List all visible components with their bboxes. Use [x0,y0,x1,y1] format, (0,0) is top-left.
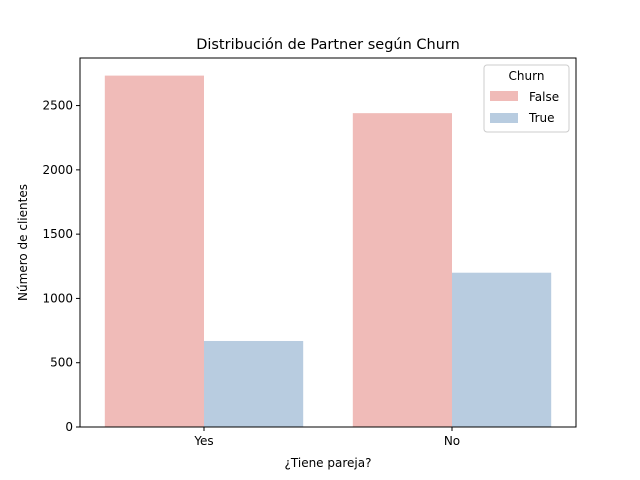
y-tick-label: 1500 [42,227,73,241]
y-tick-label: 500 [50,356,73,370]
legend-swatch-true [490,113,518,123]
bar-true-yes [204,340,304,427]
y-tick-label: 0 [65,420,73,434]
bars-layer [104,75,552,428]
x-axis-label: ¿Tiene pareja? [285,456,372,470]
legend-label-false: False [529,90,559,104]
x-tick-label: No [444,434,460,448]
legend-label-true: True [528,111,555,125]
chart-title: Distribución de Partner según Churn [196,37,460,53]
x-axis: Yes No [193,427,460,448]
y-axis: 0 500 1000 1500 2000 2500 [42,99,80,434]
bar-true-no [452,272,552,427]
legend: Churn False True [483,64,570,133]
y-tick-label: 2500 [42,99,73,113]
legend-title: Churn [509,69,545,83]
y-tick-label: 1000 [42,291,73,305]
y-axis-label: Número de clientes [16,184,30,301]
legend-swatch-false [490,91,518,101]
x-tick-label: Yes [193,434,213,448]
y-tick-label: 2000 [42,163,73,177]
plot-frame [79,57,577,428]
bar-false-no [352,113,452,427]
bar-false-yes [104,75,204,428]
